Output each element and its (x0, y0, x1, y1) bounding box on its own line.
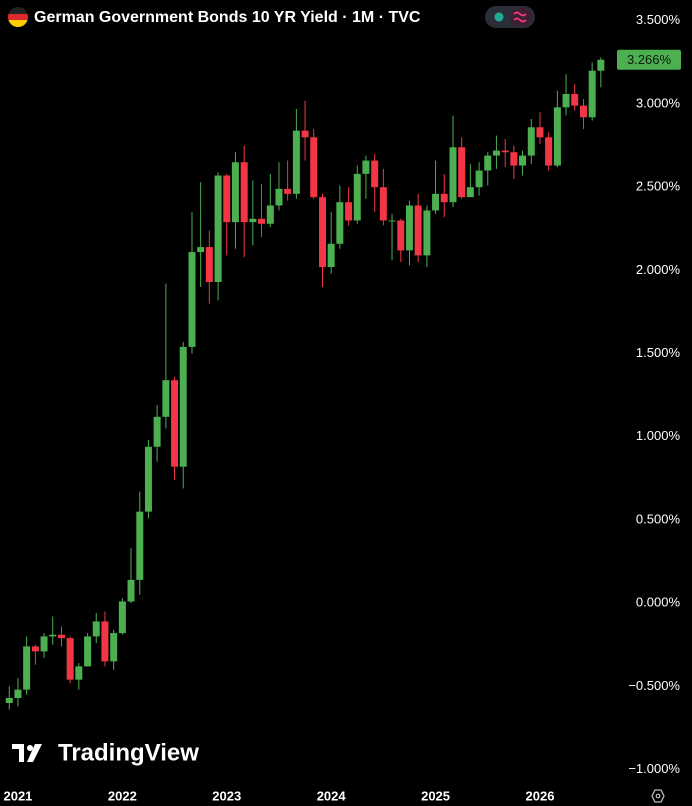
candle-body (440, 193, 448, 203)
y-tick-label: 2.000% (636, 262, 681, 277)
candle-body (127, 579, 135, 602)
candle-body (258, 218, 266, 224)
candle-body (188, 252, 196, 347)
candle-body (510, 152, 518, 166)
candle-body (153, 416, 161, 447)
candle-body (179, 346, 187, 467)
candle-body (310, 137, 318, 198)
candle-body (136, 511, 144, 580)
candle-body (432, 193, 440, 211)
x-tick-label: 2022 (108, 788, 137, 803)
candle-body (379, 187, 387, 221)
candle-body (40, 636, 48, 652)
candle-body (484, 155, 492, 171)
candle-body (345, 202, 353, 221)
candle-body (527, 127, 535, 156)
candle-body (397, 220, 405, 251)
candle-body (75, 666, 83, 680)
candle-body (275, 188, 283, 206)
flag-icon (8, 7, 28, 27)
y-tick-label: 1.500% (636, 345, 681, 360)
candle-body (266, 205, 274, 224)
candle-body (31, 646, 39, 652)
y-tick-label: 3.500% (636, 12, 681, 27)
candle-body (118, 601, 126, 634)
watermark: TradingView (58, 739, 199, 766)
y-tick-label: 1.000% (636, 428, 681, 443)
candle-body (197, 247, 205, 253)
candle-body (14, 689, 22, 698)
candle-body (318, 197, 326, 268)
chart-title: German Government Bonds 10 YR Yield · 1M… (34, 9, 421, 26)
candle-body (284, 188, 292, 194)
x-tick-label: 2023 (212, 788, 241, 803)
candle-body (536, 127, 544, 138)
status-pill[interactable] (485, 6, 535, 28)
y-tick-label: 0.500% (636, 511, 681, 526)
x-tick-label: 2024 (317, 788, 347, 803)
y-tick-label: 3.000% (636, 95, 681, 110)
candle-body (405, 205, 413, 251)
candle-body (144, 446, 152, 512)
y-tick-label: −1.000% (628, 761, 680, 776)
candle-body (301, 130, 309, 138)
candle-body (292, 130, 300, 194)
y-tick-label: 0.000% (636, 595, 681, 610)
candle-body (231, 162, 239, 223)
candle-body (92, 621, 100, 637)
candle-body (458, 147, 466, 198)
candle-body (223, 175, 231, 223)
candle-body (588, 70, 596, 118)
candle-body (388, 220, 396, 222)
candle-body (240, 162, 248, 223)
last-price-label: 3.266% (627, 52, 672, 67)
candle-body (327, 243, 335, 268)
candle-body (519, 155, 527, 166)
candle-body (492, 150, 500, 156)
last-price-box (617, 49, 681, 70)
candle-body (597, 59, 605, 71)
candle-body (336, 202, 344, 244)
candle-body (501, 150, 509, 153)
candle-body (545, 137, 553, 166)
candle-body (57, 634, 65, 639)
x-tick-label: 2021 (3, 788, 32, 803)
candle-body (579, 105, 587, 118)
x-tick-label: 2025 (421, 788, 450, 803)
candle-body (449, 147, 457, 203)
candle-body (249, 218, 257, 223)
candle-body (162, 380, 170, 417)
candle-body (214, 175, 222, 283)
y-tick-label: −0.500% (628, 678, 680, 693)
candle-body (84, 636, 92, 667)
candle-body (571, 94, 579, 106)
candle-body (205, 247, 213, 283)
y-tick-label: 2.500% (636, 179, 681, 194)
settings-icon[interactable] (651, 789, 665, 803)
candle-body (353, 173, 361, 221)
logo: TradingView (12, 739, 199, 766)
candle-body (171, 380, 179, 467)
candle-body (466, 187, 474, 198)
candle-body (562, 94, 570, 108)
candle-body (475, 170, 483, 188)
candle-body (5, 697, 13, 703)
x-tick-label: 2026 (526, 788, 555, 803)
candle-body (49, 634, 57, 637)
candle-body (423, 210, 431, 256)
candle-body (110, 633, 118, 662)
candle-body (362, 160, 370, 174)
candle-body (371, 160, 379, 188)
candle-body (23, 646, 31, 690)
candle-body (414, 205, 422, 256)
candle-body (553, 107, 561, 166)
candle-body (66, 638, 74, 680)
candle-body (101, 621, 109, 662)
